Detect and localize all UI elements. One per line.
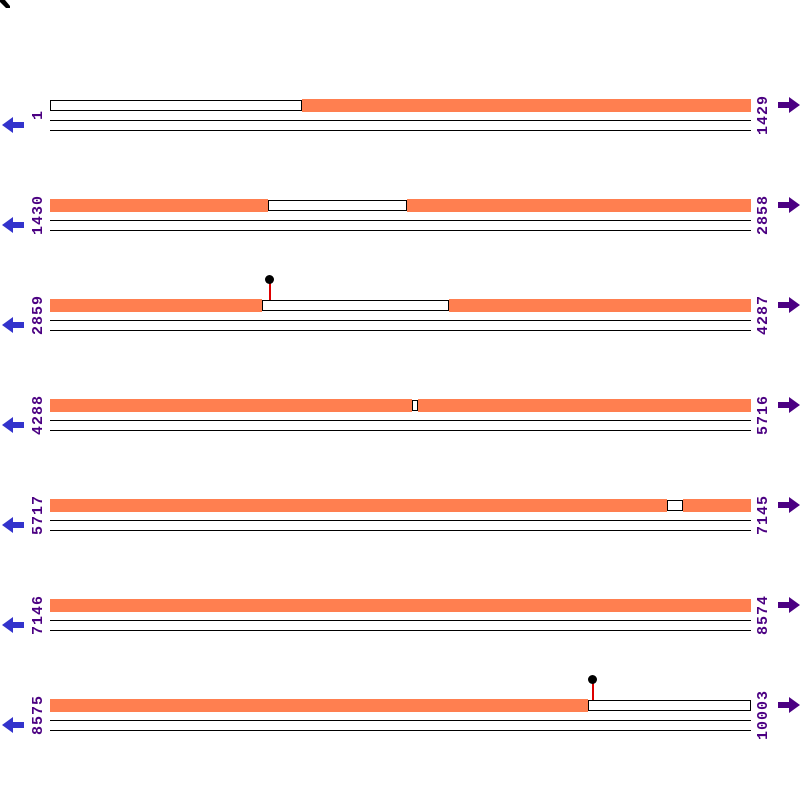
strand-line <box>50 330 751 331</box>
right-arrow-icon[interactable] <box>778 297 800 313</box>
gap-segment <box>262 300 449 311</box>
row-end-label: 1429 <box>755 95 772 136</box>
feature-bar-segment <box>302 99 751 112</box>
strand-line <box>50 430 751 431</box>
feature-bar-segment <box>407 199 751 212</box>
left-arrow-icon[interactable] <box>2 517 24 533</box>
strand-line <box>50 720 751 721</box>
row-end-label: 5716 <box>755 395 772 436</box>
strand-line <box>50 630 751 631</box>
strand-line <box>50 530 751 531</box>
row-end-label: 2858 <box>755 195 772 236</box>
left-arrow-icon[interactable] <box>2 717 24 733</box>
gap-segment <box>667 500 683 511</box>
gap-segment <box>588 700 751 711</box>
row-start-label: 1430 <box>30 195 47 236</box>
row-start-label: 7146 <box>30 595 47 636</box>
gap-segment <box>412 400 418 411</box>
gap-segment <box>268 200 407 211</box>
strand-line <box>50 730 751 731</box>
feature-bar-segment <box>449 299 751 312</box>
left-arrow-icon[interactable] <box>2 117 24 133</box>
right-arrow-icon[interactable] <box>778 597 800 613</box>
feature-bar-segment <box>50 399 412 412</box>
left-arrow-icon[interactable] <box>2 617 24 633</box>
strand-line <box>50 320 751 321</box>
right-arrow-icon[interactable] <box>778 697 800 713</box>
left-arrow-icon[interactable] <box>2 217 24 233</box>
row-end-label: 4287 <box>755 295 772 336</box>
right-arrow-icon[interactable] <box>778 397 800 413</box>
strand-line <box>50 520 751 521</box>
site-marker-head <box>588 675 597 684</box>
feature-bar-segment <box>50 299 262 312</box>
site-marker-head <box>265 275 274 284</box>
corner-artifact-mark <box>0 0 10 8</box>
feature-bar-segment <box>50 599 751 612</box>
site-marker-stem <box>592 683 594 700</box>
row-start-label: 1 <box>30 110 47 121</box>
right-arrow-icon[interactable] <box>778 197 800 213</box>
row-start-label: 5717 <box>30 495 47 536</box>
row-end-label: 8574 <box>755 595 772 636</box>
strand-line <box>50 420 751 421</box>
left-arrow-icon[interactable] <box>2 317 24 333</box>
right-arrow-icon[interactable] <box>778 97 800 113</box>
site-marker-stem <box>269 283 271 300</box>
feature-bar-segment <box>418 399 751 412</box>
row-start-label: 8575 <box>30 695 47 736</box>
row-start-label: 4288 <box>30 395 47 436</box>
feature-bar-segment <box>50 499 667 512</box>
left-arrow-icon[interactable] <box>2 417 24 433</box>
strand-line <box>50 220 751 221</box>
strand-line <box>50 120 751 121</box>
strand-line <box>50 130 751 131</box>
strand-line <box>50 230 751 231</box>
strand-line <box>50 620 751 621</box>
right-arrow-icon[interactable] <box>778 497 800 513</box>
feature-bar-segment <box>50 699 588 712</box>
feature-bar-segment <box>50 199 268 212</box>
row-end-label: 10003 <box>755 690 772 741</box>
feature-bar-segment <box>683 499 751 512</box>
gap-segment <box>50 100 302 111</box>
row-end-label: 7145 <box>755 495 772 536</box>
row-start-label: 2859 <box>30 295 47 336</box>
